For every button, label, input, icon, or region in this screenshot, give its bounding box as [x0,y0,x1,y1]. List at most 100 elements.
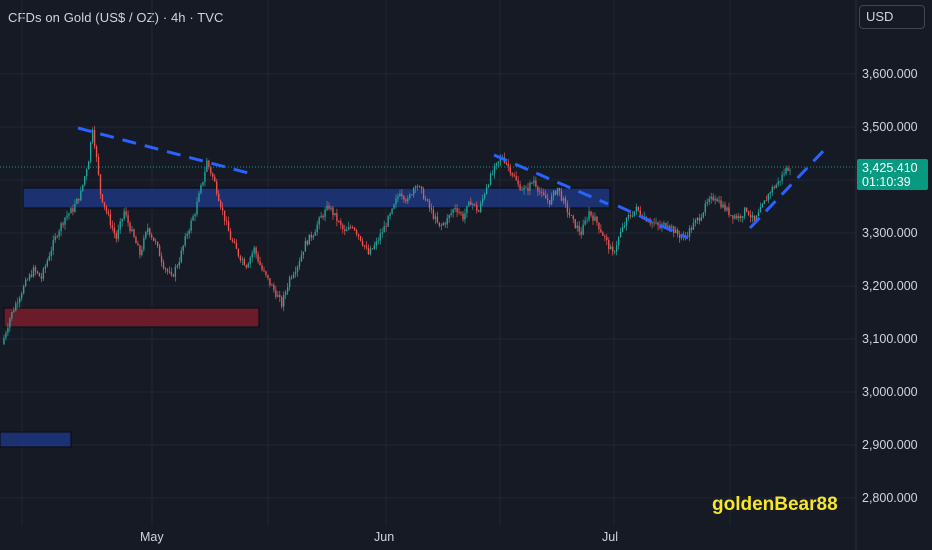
trendline-july[interactable] [617,204,689,240]
candle-body [440,225,442,226]
candle-body [38,272,41,277]
time-tick-label: May [140,530,164,544]
candle-body [535,180,537,187]
candle-body [294,271,297,275]
candle-body [444,223,446,225]
candle-body [580,231,582,235]
trend-layer [77,126,830,240]
trendline-projection[interactable] [748,144,830,230]
candle-body [627,215,630,219]
resistance-zone[interactable] [22,187,611,209]
candle-body [744,207,746,217]
candle-body [26,279,29,281]
candle-body [326,205,328,210]
candle-body [422,189,425,200]
time-tick-label: Jun [374,530,394,544]
support-zone[interactable] [3,307,260,328]
candle-body [470,201,472,205]
candle-body [302,251,305,255]
candle-body [621,226,624,232]
candle-body [344,229,346,232]
candle-body [365,246,368,248]
candle-body [562,198,565,201]
candle-body [745,207,748,212]
candle-body [9,318,11,328]
candle-body [76,198,78,204]
candle-body [411,194,413,196]
candle-body [588,211,590,220]
candle-body [718,200,720,202]
candle-body [608,239,610,250]
candle-body [375,241,377,246]
candle-body [454,208,456,210]
candle-body [757,212,760,217]
candle-body [527,187,529,191]
lower-zone[interactable] [0,431,72,448]
candle-body [328,205,330,209]
candle-body [249,257,251,264]
trendline-june[interactable] [493,153,609,206]
candle-body [91,129,94,142]
candle-body [489,173,492,185]
candle-body [413,188,415,195]
candle-body [604,235,606,237]
candle-body [162,262,165,269]
candle-body [688,228,691,237]
candle-body [359,236,362,241]
time-axis[interactable]: May Jun Jul [140,530,618,544]
candle-body [64,217,66,225]
candle-body [145,231,147,238]
candle-body [574,219,576,228]
candle-body [34,267,37,272]
candle-body [186,234,188,237]
candle-body [452,209,454,214]
candle-body [511,173,513,176]
price-axis[interactable]: 2,800.000 2,900.000 3,000.000 3,100.000 3,20… [855,0,918,550]
candle-body [192,216,194,221]
candle-body [560,191,563,201]
candle-body [631,215,634,217]
candle-body [777,181,779,185]
candle-body [505,162,508,164]
currency-button[interactable]: USD [859,5,925,29]
current-price-value: 3,425.410 [862,161,918,175]
candle-body [418,186,421,188]
candle-body [586,219,588,221]
candle-body [462,213,464,220]
candle-body [420,186,423,190]
candle-body [11,311,13,319]
candle-body [663,223,665,225]
candle-body [367,247,370,255]
trendline-may[interactable] [77,126,253,176]
candle-body [283,294,285,307]
candle-body [468,201,470,206]
candle-body [277,295,279,297]
candle-body [637,206,639,211]
price-tick-label: 3,300.000 [862,226,918,240]
candle-body [491,173,494,175]
candle-body [428,200,431,208]
candle-body [279,295,281,298]
candle-body [533,180,535,183]
candle-body [42,268,45,279]
candle-body [86,169,88,177]
candle-body [519,184,521,191]
candle-body [773,187,775,189]
candle-body [93,129,96,147]
candle-body [314,232,316,236]
candle-body [117,229,119,239]
candle-body [292,274,295,278]
candle-body [507,163,509,166]
candle-body [438,222,441,226]
candle-body [720,200,722,208]
candle-body [592,215,594,221]
candle-body [188,230,190,235]
candle-body [251,253,253,258]
candle-body [56,236,58,238]
candle-body [493,165,496,174]
candle-body [740,216,742,218]
candle-body [610,246,612,250]
candle-body [218,193,220,201]
candle-body [456,208,458,213]
